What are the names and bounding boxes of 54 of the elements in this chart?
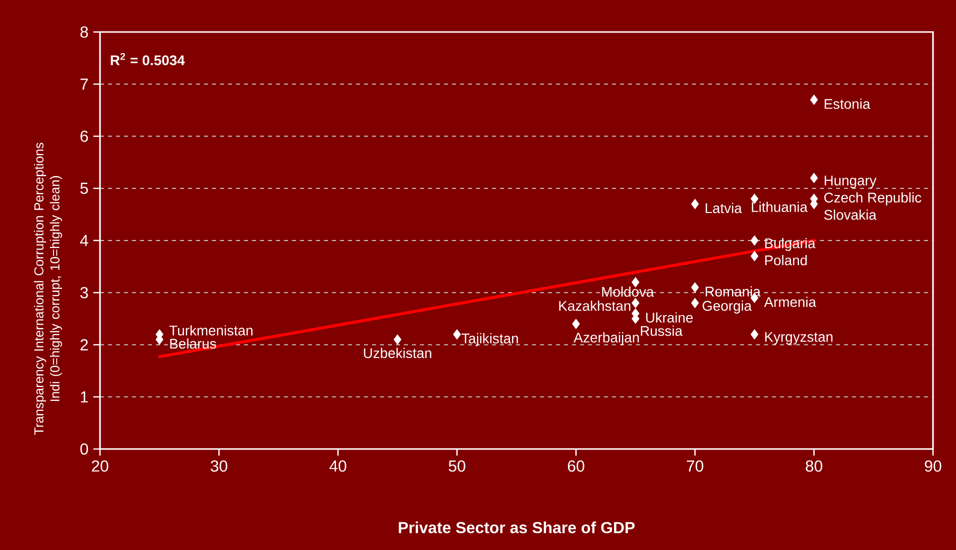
annotation: Estonia [824,98,870,109]
x-tick-label: 90 [924,460,942,472]
annotation: Ukraine [646,312,693,323]
annotation: Armenia [764,296,816,307]
x-tick-label: 50 [448,460,466,472]
point [810,172,818,184]
annotation: Slovakia [824,210,876,220]
x-tick-label: 30 [210,460,228,472]
annotation: Kazakhstan [559,300,630,311]
x-tick-label: 60 [568,460,584,472]
x-tick-label: 70 [686,460,704,472]
point [453,329,461,340]
y-tick-label: 0 [80,443,88,455]
text: R$^{2}$ = 0.5034 [110,52,185,66]
x-axis-title: Private Sector as Share of GDP [398,522,635,534]
y-axis-title: Transparency International Corruption Perceptions Indi (0=highly corrupt, 10=highly clean) [34,142,62,435]
annotation: Azerbaijan [574,332,639,346]
y-tick-label: 8 [80,26,88,38]
point [750,251,758,262]
point [632,277,640,288]
y-tick-label: 3 [80,286,88,298]
point [810,94,818,105]
annotation: Kyrgyzstan [765,332,832,345]
point [691,282,699,292]
y-tick-label: 1 [80,391,88,402]
annotation: Poland [765,255,807,266]
annotation: Lithuania [752,202,808,212]
point [691,198,699,210]
annotation: Belarus [170,338,216,349]
y-tick-label: 2 [80,339,88,350]
y-tick-label: 7 [80,78,88,90]
point [572,318,580,329]
point [750,329,758,340]
y-tick-label: 4 [80,235,88,246]
point [691,298,699,308]
point [394,334,402,345]
y-tick-label: 5 [80,182,88,194]
annotation: Moldova [602,286,654,297]
annotation: Latvia [706,202,742,214]
annotation: Hungary [824,176,876,188]
annotation: Tajikistan [462,333,518,346]
point [632,298,640,308]
annotation: Turkmenistan [169,325,252,336]
x-tick-label: 20 [92,460,108,472]
annotation: Czech Republic [824,192,922,206]
x-tick-label: 40 [329,460,346,472]
y-tick-label: 6 [80,130,88,142]
annotation: Russia [640,326,683,336]
point [750,235,758,246]
annotation: Bulgaria [765,238,816,252]
annotation: Georgia [702,300,752,314]
x-tick-label: 80 [806,460,822,472]
annotation: Romania [706,286,761,297]
annotation: Uzbekistan [364,348,432,358]
